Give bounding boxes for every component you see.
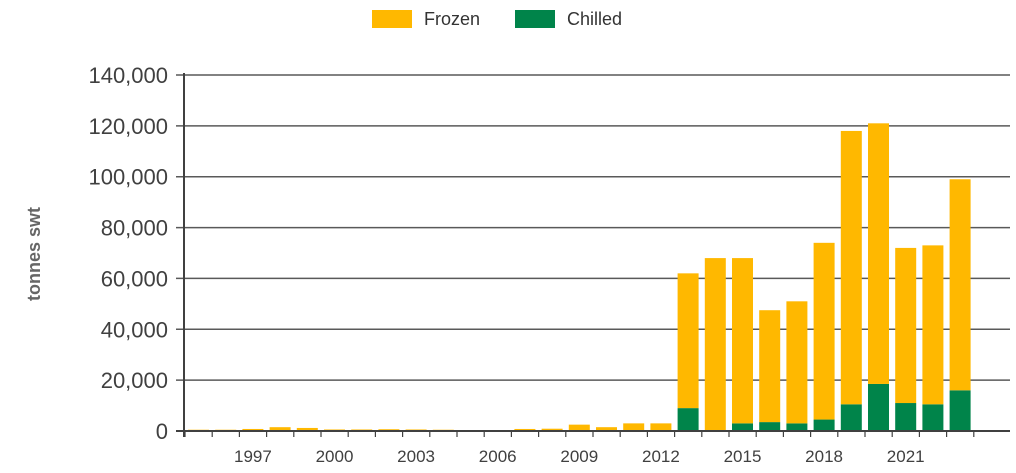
y-axis: 0 20,000 40,000 60,000 80,000 100,000 120,000 1… bbox=[88, 63, 168, 444]
x-tick-label: 2000 bbox=[316, 447, 354, 466]
grid-lines bbox=[176, 74, 1010, 381]
bar-frozen-2019 bbox=[840, 130, 862, 405]
bar-frozen-2012 bbox=[650, 423, 672, 431]
bar-frozen-2011 bbox=[623, 423, 645, 431]
bar-chilled-2018 bbox=[813, 419, 835, 431]
bar-frozen-2022 bbox=[922, 245, 944, 405]
x-tick-label: 2006 bbox=[479, 447, 517, 466]
bar-chilled-2022 bbox=[922, 404, 944, 431]
y-tick-label: 0 bbox=[156, 419, 168, 444]
bar-frozen-2010 bbox=[596, 427, 617, 431]
bar-frozen-1999 bbox=[296, 427, 318, 431]
bar-frozen-2014 bbox=[704, 258, 726, 431]
bar-frozen-2015 bbox=[732, 258, 753, 424]
bar-chilled-2020 bbox=[868, 383, 889, 431]
bar-chilled-2015 bbox=[732, 423, 753, 431]
x-tick-label: 2015 bbox=[724, 447, 762, 466]
bar-chilled-2013 bbox=[677, 408, 699, 431]
bar-chilled-2017 bbox=[786, 423, 808, 431]
bar-frozen-2020 bbox=[868, 123, 889, 384]
y-tick-label: 60,000 bbox=[101, 266, 168, 291]
x-tick-label: 2012 bbox=[642, 447, 680, 466]
y-tick-label: 140,000 bbox=[88, 63, 168, 88]
x-tick-label: 1997 bbox=[234, 447, 272, 466]
legend-label-chilled: Chilled bbox=[567, 9, 622, 29]
bar-chilled-2021 bbox=[895, 403, 917, 431]
legend-label-frozen: Frozen bbox=[424, 9, 480, 29]
y-tick-label: 100,000 bbox=[88, 165, 168, 190]
bar-frozen-2008 bbox=[541, 428, 563, 431]
bar-frozen-2017 bbox=[786, 301, 808, 424]
bar-frozen-1997 bbox=[242, 428, 264, 431]
bar-frozen-1998 bbox=[269, 427, 291, 431]
y-tick-label: 120,000 bbox=[88, 114, 168, 139]
y-tick-label: 20,000 bbox=[101, 368, 168, 393]
bar-chilled-2019 bbox=[840, 404, 862, 431]
bar-frozen-2018 bbox=[813, 242, 835, 420]
bar-frozen-2007 bbox=[514, 428, 536, 431]
y-tick-label: 40,000 bbox=[101, 317, 168, 342]
bar-chilled-2023 bbox=[949, 390, 971, 431]
bar-frozen-2016 bbox=[759, 310, 781, 423]
x-axis: 1997 2000 2003 2006 2009 2012 2015 2018 2021 bbox=[176, 73, 1010, 466]
bar-frozen-2013 bbox=[677, 273, 699, 409]
y-tick-label: 80,000 bbox=[101, 216, 168, 241]
x-tick-label: 2018 bbox=[805, 447, 843, 466]
x-tick-label: 2003 bbox=[397, 447, 435, 466]
bar-frozen-2021 bbox=[895, 247, 917, 404]
bars bbox=[188, 123, 971, 431]
legend-swatch-frozen bbox=[372, 10, 412, 28]
legend-item-chilled: Chilled bbox=[515, 9, 622, 29]
legend: Frozen Chilled bbox=[372, 9, 622, 29]
bar-frozen-2009 bbox=[568, 424, 590, 431]
bar-chilled-2016 bbox=[759, 422, 781, 431]
legend-swatch-chilled bbox=[515, 10, 555, 28]
legend-item-frozen: Frozen bbox=[372, 9, 480, 29]
x-tick-label: 2009 bbox=[560, 447, 598, 466]
bar-frozen-2023 bbox=[949, 179, 971, 391]
x-tick-label: 2021 bbox=[887, 447, 925, 466]
y-axis-label: tonnes swt bbox=[24, 207, 44, 301]
